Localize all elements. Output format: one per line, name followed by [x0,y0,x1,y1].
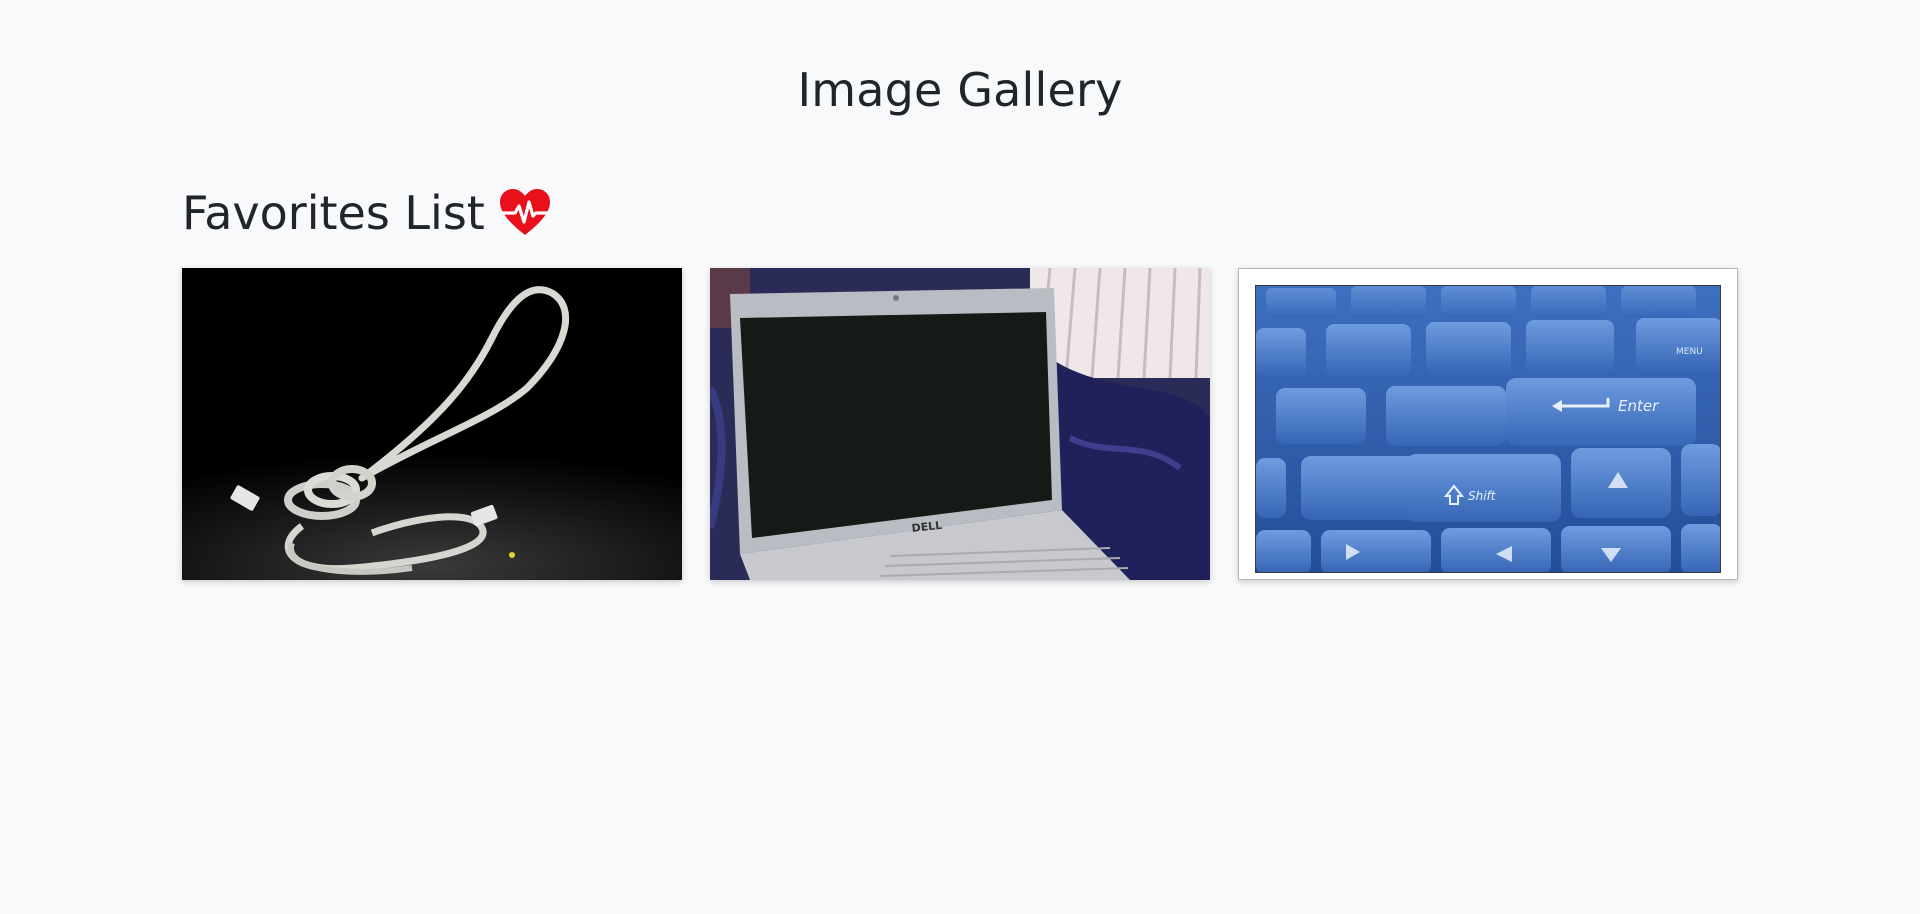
page-title: Image Gallery [797,63,1123,117]
menu-key-label: MENU [1676,347,1703,357]
heartbeat-icon [499,189,551,237]
shift-key-label: Shift [1468,489,1497,503]
favorites-heading: Favorites List [182,183,551,243]
gallery-card-cable[interactable] [182,268,682,580]
favorites-heading-label: Favorites List [182,186,485,240]
cable-noose-photo [182,268,682,580]
keyboard-photo-frame: Enter Shift MENU [1255,285,1721,573]
laptop-brand-text: DELL [911,519,943,535]
laptop-photo: DELL [710,268,1210,580]
enter-key-label: Enter [1618,397,1659,415]
keyboard-photo: Enter Shift MENU [1256,286,1720,572]
favorites-gallery: DELL [182,268,1738,580]
gallery-card-keyboard[interactable]: Enter Shift MENU [1238,268,1738,580]
gallery-card-laptop[interactable]: DELL [710,268,1210,580]
